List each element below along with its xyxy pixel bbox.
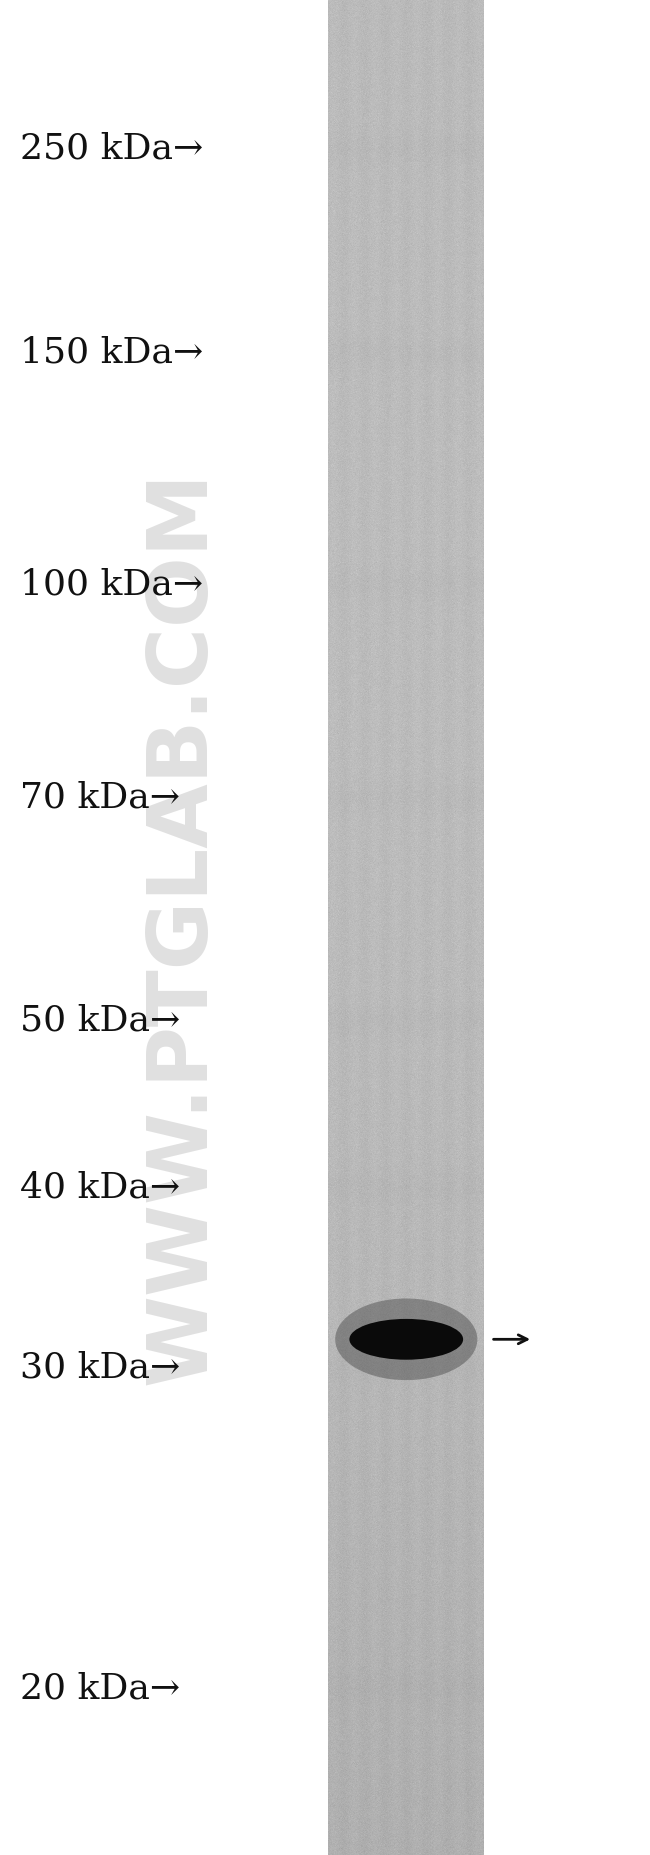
Text: 150 kDa→: 150 kDa→ xyxy=(20,336,203,369)
Text: 30 kDa→: 30 kDa→ xyxy=(20,1350,180,1384)
Text: 100 kDa→: 100 kDa→ xyxy=(20,568,203,601)
Text: 50 kDa→: 50 kDa→ xyxy=(20,1004,180,1037)
Text: 70 kDa→: 70 kDa→ xyxy=(20,781,179,814)
Text: WWW.PTGLAB.COM: WWW.PTGLAB.COM xyxy=(142,469,222,1386)
Text: 250 kDa→: 250 kDa→ xyxy=(20,132,203,165)
Ellipse shape xyxy=(350,1319,463,1360)
Text: 20 kDa→: 20 kDa→ xyxy=(20,1671,179,1705)
Ellipse shape xyxy=(335,1298,477,1380)
Text: 40 kDa→: 40 kDa→ xyxy=(20,1171,179,1204)
